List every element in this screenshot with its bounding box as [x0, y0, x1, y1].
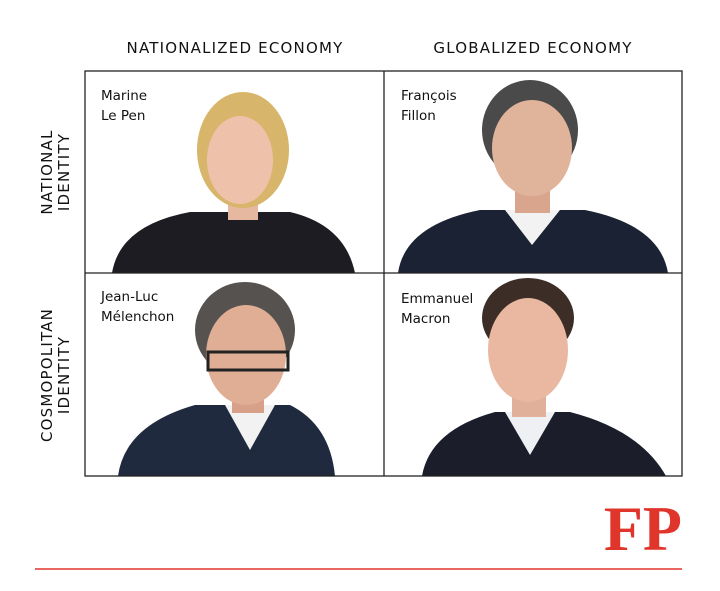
column-header: GLOBALIZED ECONOMY [433, 39, 632, 57]
cell-name: Jean-Luc [100, 289, 158, 305]
matrix-grid [84, 70, 683, 477]
portrait [398, 80, 668, 273]
portrait [422, 278, 666, 476]
logo: FP [604, 493, 682, 564]
row-header-line: COSMOPOLITAN [38, 308, 56, 442]
row-header: COSMOPOLITAN IDENTITY [38, 308, 73, 442]
portrait [112, 92, 355, 273]
portrait [118, 282, 335, 476]
cell-name: Fillon [401, 108, 436, 124]
row-header-line: NATIONAL [38, 129, 56, 214]
column-header: NATIONALIZED ECONOMY [127, 39, 344, 57]
cell-name: Mélenchon [101, 309, 174, 325]
row-header-line: IDENTITY [55, 336, 73, 414]
cell-name: François [401, 88, 457, 104]
row-header-line: IDENTITY [55, 133, 73, 211]
cell-name: Emmanuel [401, 291, 473, 307]
cell-name: Macron [401, 311, 450, 327]
row-header: NATIONAL IDENTITY [38, 129, 73, 214]
cell-name: Le Pen [101, 108, 145, 124]
cell-name: Marine [101, 88, 147, 104]
